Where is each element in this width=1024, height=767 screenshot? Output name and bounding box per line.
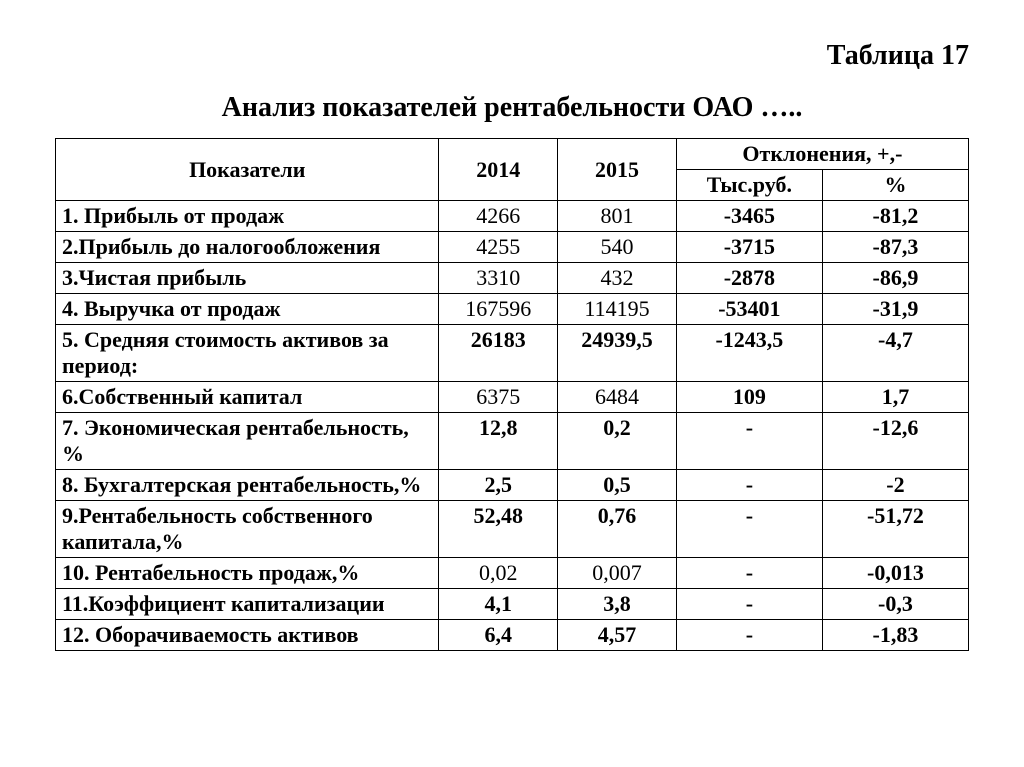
deviation-pct-cell: -31,9: [822, 294, 968, 325]
table-row: 10. Рентабельность продаж,%0,020,007--0,…: [56, 558, 969, 589]
indicator-cell: 3.Чистая прибыль: [56, 263, 439, 294]
deviation-pct-cell: -81,2: [822, 201, 968, 232]
deviation-abs-cell: -3465: [676, 201, 822, 232]
value-2014-cell: 6,4: [439, 620, 558, 651]
col-dev-pct: %: [822, 170, 968, 201]
deviation-abs-cell: -3715: [676, 232, 822, 263]
value-2015-cell: 24939,5: [558, 325, 677, 382]
value-2014-cell: 2,5: [439, 470, 558, 501]
value-2015-cell: 4,57: [558, 620, 677, 651]
profitability-table: Показатели 2014 2015 Отклонения, +,- Тыс…: [55, 138, 969, 651]
deviation-abs-cell: -: [676, 589, 822, 620]
deviation-abs-cell: 109: [676, 382, 822, 413]
deviation-pct-cell: -1,83: [822, 620, 968, 651]
indicator-cell: 10. Рентабельность продаж,%: [56, 558, 439, 589]
value-2014-cell: 26183: [439, 325, 558, 382]
table-row: 8. Бухгалтерская рентабельность,%2,50,5-…: [56, 470, 969, 501]
deviation-pct-cell: -12,6: [822, 413, 968, 470]
value-2015-cell: 540: [558, 232, 677, 263]
value-2014-cell: 4266: [439, 201, 558, 232]
deviation-abs-cell: -53401: [676, 294, 822, 325]
deviation-pct-cell: 1,7: [822, 382, 968, 413]
value-2015-cell: 801: [558, 201, 677, 232]
table-row: 6.Собственный капитал637564841091,7: [56, 382, 969, 413]
value-2014-cell: 6375: [439, 382, 558, 413]
table-row: 4. Выручка от продаж167596114195-53401-3…: [56, 294, 969, 325]
table-number: Таблица 17: [55, 40, 969, 72]
table-row: 11.Коэффициент капитализации4,13,8--0,3: [56, 589, 969, 620]
deviation-abs-cell: -: [676, 501, 822, 558]
deviation-pct-cell: -0,013: [822, 558, 968, 589]
indicator-cell: 4. Выручка от продаж: [56, 294, 439, 325]
deviation-abs-cell: -: [676, 470, 822, 501]
value-2014-cell: 4,1: [439, 589, 558, 620]
indicator-cell: 7. Экономическая рентабельность, %: [56, 413, 439, 470]
value-2015-cell: 114195: [558, 294, 677, 325]
deviation-pct-cell: -86,9: [822, 263, 968, 294]
indicator-cell: 8. Бухгалтерская рентабельность,%: [56, 470, 439, 501]
deviation-abs-cell: -: [676, 558, 822, 589]
table-row: 12. Оборачиваемость активов6,44,57--1,83: [56, 620, 969, 651]
value-2014-cell: 12,8: [439, 413, 558, 470]
indicator-cell: 9.Рентабельность собственного капитала,%: [56, 501, 439, 558]
deviation-pct-cell: -87,3: [822, 232, 968, 263]
value-2014-cell: 52,48: [439, 501, 558, 558]
value-2014-cell: 167596: [439, 294, 558, 325]
deviation-pct-cell: -51,72: [822, 501, 968, 558]
table-caption: Анализ показателей рентабельности ОАО ….…: [55, 92, 969, 124]
table-header-row-1: Показатели 2014 2015 Отклонения, +,-: [56, 139, 969, 170]
indicator-cell: 1. Прибыль от продаж: [56, 201, 439, 232]
table-row: 9.Рентабельность собственного капитала,%…: [56, 501, 969, 558]
deviation-abs-cell: -1243,5: [676, 325, 822, 382]
indicator-cell: 5. Средняя стоимость активов за период:: [56, 325, 439, 382]
deviation-pct-cell: -4,7: [822, 325, 968, 382]
table-row: 7. Экономическая рентабельность, %12,80,…: [56, 413, 969, 470]
value-2015-cell: 6484: [558, 382, 677, 413]
value-2015-cell: 0,76: [558, 501, 677, 558]
deviation-pct-cell: -2: [822, 470, 968, 501]
table-row: 5. Средняя стоимость активов за период:2…: [56, 325, 969, 382]
table-row: 3.Чистая прибыль3310432-2878-86,9: [56, 263, 969, 294]
value-2014-cell: 0,02: [439, 558, 558, 589]
col-indicator: Показатели: [56, 139, 439, 201]
value-2015-cell: 3,8: [558, 589, 677, 620]
indicator-cell: 12. Оборачиваемость активов: [56, 620, 439, 651]
indicator-cell: 11.Коэффициент капитализации: [56, 589, 439, 620]
value-2015-cell: 0,007: [558, 558, 677, 589]
value-2015-cell: 0,2: [558, 413, 677, 470]
value-2015-cell: 0,5: [558, 470, 677, 501]
table-row: 2.Прибыль до налогообложения4255540-3715…: [56, 232, 969, 263]
value-2014-cell: 3310: [439, 263, 558, 294]
deviation-abs-cell: -2878: [676, 263, 822, 294]
table-body: 1. Прибыль от продаж4266801-3465-81,22.П…: [56, 201, 969, 651]
value-2015-cell: 432: [558, 263, 677, 294]
deviation-abs-cell: -: [676, 620, 822, 651]
indicator-cell: 2.Прибыль до налогообложения: [56, 232, 439, 263]
col-dev-abs: Тыс.руб.: [676, 170, 822, 201]
indicator-cell: 6.Собственный капитал: [56, 382, 439, 413]
col-2014: 2014: [439, 139, 558, 201]
deviation-abs-cell: -: [676, 413, 822, 470]
table-row: 1. Прибыль от продаж4266801-3465-81,2: [56, 201, 969, 232]
value-2014-cell: 4255: [439, 232, 558, 263]
deviation-pct-cell: -0,3: [822, 589, 968, 620]
col-deviations: Отклонения, +,-: [676, 139, 968, 170]
col-2015: 2015: [558, 139, 677, 201]
